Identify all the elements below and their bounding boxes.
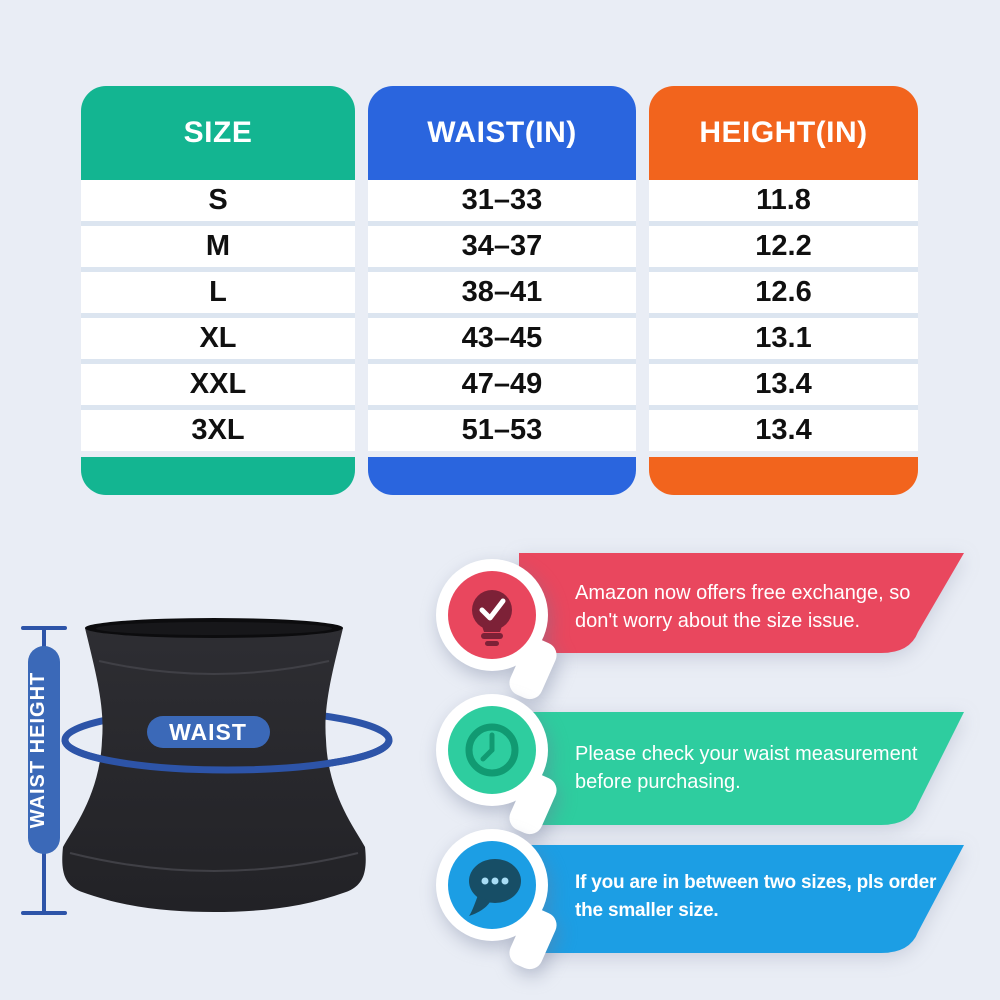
waist-height-pill [28,646,60,854]
waist-trainer-illustration: WAIST WAIST HEIGHT [10,595,430,935]
table-cell: S [81,180,355,226]
column-header-waist: WAIST(IN) [368,86,636,180]
callout-text: Amazon now offers free exchange, so don'… [575,582,911,632]
table-footer-bar [649,457,918,495]
table-column-size: SIZE S M L XL XXL 3XL [81,86,355,495]
table-cell: 51–53 [368,410,636,451]
table-cell: 13.4 [649,410,918,451]
callout-check-measurement: Please check your waist measurement befo… [432,688,977,848]
size-table: SIZE S M L XL XXL 3XL WAIST(IN) 31–33 34… [81,86,918,495]
table-cell: 31–33 [368,180,636,226]
column-header-height: HEIGHT(IN) [649,86,918,180]
table-footer-bar [81,457,355,495]
trainer-opening-inner [96,622,332,635]
column-header-size: SIZE [81,86,355,180]
table-cell: 12.2 [649,226,918,272]
callout-banner [519,553,964,653]
callout-free-exchange: Amazon now offers free exchange, so don'… [432,553,977,713]
table-column-waist: WAIST(IN) 31–33 34–37 38–41 43–45 47–49 … [368,86,636,495]
table-footer-bar [368,457,636,495]
table-cell: M [81,226,355,272]
callout-order-smaller: If you are in between two sizes, pls ord… [432,823,977,983]
table-cell: 3XL [81,410,355,451]
table-cell: 13.4 [649,364,918,410]
trainer-seam-bottom [69,852,359,872]
trainer-seam-top [98,660,330,675]
table-cell: XXL [81,364,355,410]
table-cell: L [81,272,355,318]
callout-banner [519,845,964,953]
table-cell: 34–37 [368,226,636,272]
table-cell: 12.6 [649,272,918,318]
table-column-height: HEIGHT(IN) 11.8 12.2 12.6 13.1 13.4 13.4 [649,86,918,495]
callout-banner [519,712,964,825]
waist-height-label: WAIST HEIGHT [27,672,49,828]
chat-bubble-icon [469,859,521,916]
table-cell: 43–45 [368,318,636,364]
trainer-body [62,619,366,912]
callout-text: Please check your waist measurement befo… [575,743,918,793]
table-cell: 38–41 [368,272,636,318]
waist-label: WAIST [169,719,247,745]
table-cell: 47–49 [368,364,636,410]
table-cell: 13.1 [649,318,918,364]
callout-text: If you are in between two sizes, pls ord… [575,872,937,921]
table-cell: XL [81,318,355,364]
waist-label-pill [147,716,270,748]
waist-band-ellipse-front [61,739,393,774]
clock-icon [465,723,519,777]
table-cell: 11.8 [649,180,918,226]
